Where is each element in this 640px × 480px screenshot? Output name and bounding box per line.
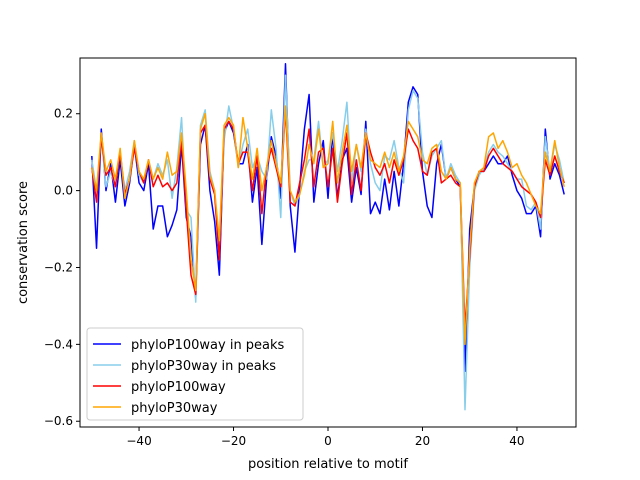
x-axis-ticks: −40 −20 0 20 40 bbox=[126, 427, 525, 448]
y-tick-label: 0.2 bbox=[54, 107, 73, 121]
x-axis-label: position relative to motif bbox=[248, 457, 408, 472]
series-line-1 bbox=[91, 63, 565, 373]
x-tick-label: −20 bbox=[221, 434, 246, 448]
legend-label-3: phyloP100way bbox=[131, 380, 226, 395]
y-tick-label: 0.0 bbox=[54, 184, 73, 198]
x-tick-label: −40 bbox=[126, 434, 151, 448]
x-tick-label: 0 bbox=[324, 434, 332, 448]
series-layer bbox=[91, 63, 565, 411]
legend-label-2: phyloP30way in peaks bbox=[131, 359, 276, 374]
y-tick-label: −0.2 bbox=[44, 260, 73, 274]
legend-label-1: phyloP100way in peaks bbox=[131, 338, 285, 353]
legend: phyloP100way in peaks phyloP30way in peak… bbox=[86, 327, 304, 421]
y-tick-label: −0.4 bbox=[44, 337, 73, 351]
series-line-4 bbox=[91, 105, 565, 346]
series-line-3 bbox=[91, 109, 565, 330]
x-tick-label: 40 bbox=[509, 434, 524, 448]
legend-label-4: phyloP30way bbox=[131, 401, 218, 416]
y-tick-label: −0.6 bbox=[44, 414, 73, 428]
y-axis-label: conservation score bbox=[16, 181, 31, 304]
x-tick-label: 20 bbox=[415, 434, 430, 448]
y-axis-ticks: 0.2 0.0 −0.2 −0.4 −0.6 bbox=[44, 107, 80, 428]
legend-box bbox=[86, 327, 304, 421]
